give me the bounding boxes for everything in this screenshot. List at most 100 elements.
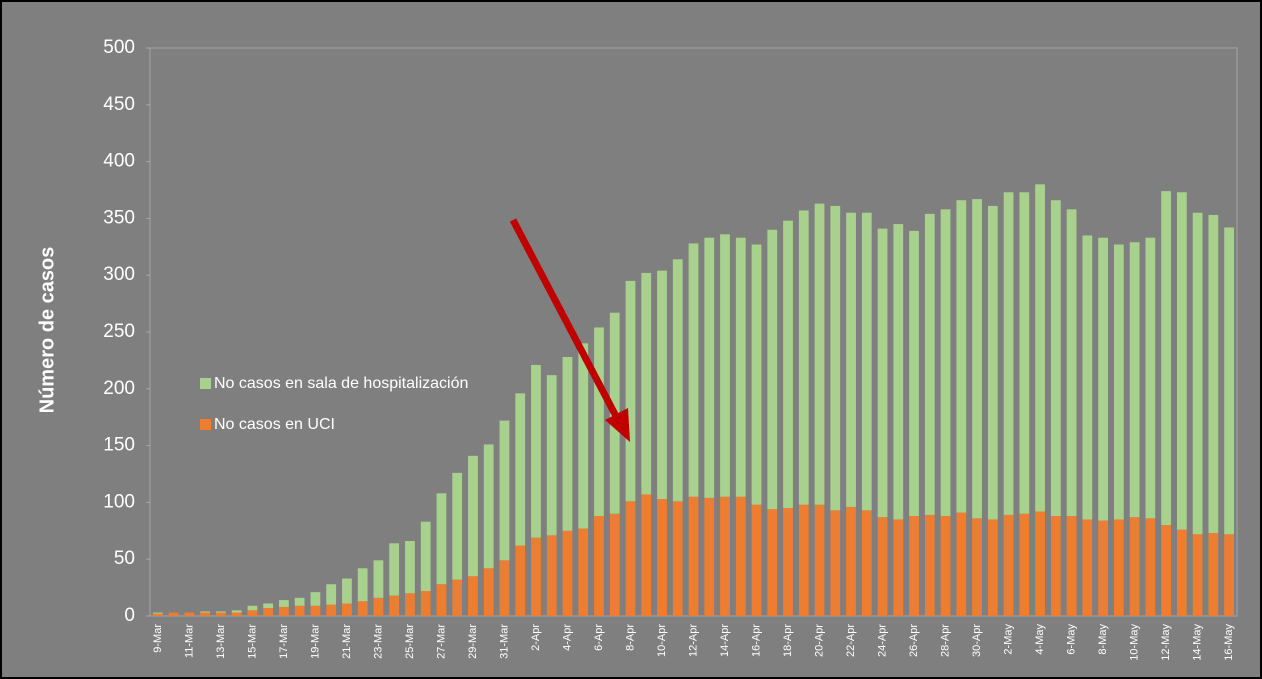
x-tick-label: 13-Mar (215, 624, 227, 659)
x-tick-label: 16-May (1223, 624, 1235, 661)
bar (216, 611, 226, 613)
y-tick-label: 300 (103, 264, 135, 285)
bar (1003, 514, 1014, 616)
bar (972, 199, 982, 519)
bar (420, 521, 431, 592)
bar (389, 543, 400, 596)
legend-swatch (200, 419, 211, 430)
x-tick-label: 19-Mar (309, 624, 321, 659)
arrow-shaft (509, 218, 622, 422)
bar (452, 579, 463, 616)
bar (688, 496, 699, 616)
bar (720, 496, 730, 616)
bar (783, 220, 793, 509)
bar (562, 356, 573, 531)
bar (1113, 244, 1124, 520)
legend-label: No casos en UCI (214, 416, 335, 433)
bar (420, 591, 431, 616)
bar (342, 603, 352, 616)
bar (483, 444, 494, 569)
bar (247, 605, 258, 611)
bar (1082, 519, 1093, 616)
bar (1145, 237, 1156, 519)
bar (1098, 520, 1108, 616)
bar (373, 597, 384, 616)
bar (814, 203, 825, 505)
bar (578, 528, 589, 616)
marks: 0 50 100 150 200 250 300 350 400 450 500 9-Mar 11-Ma… (103, 37, 1235, 661)
bar (1098, 237, 1108, 521)
y-tick-label: 250 (103, 321, 135, 342)
bar (641, 494, 652, 616)
x-tick-label: 25-Mar (404, 624, 416, 659)
bar (625, 501, 636, 616)
bar (531, 537, 541, 616)
bar (956, 512, 967, 616)
x-tick-label: 8-May (1097, 624, 1109, 655)
bar (1208, 533, 1219, 616)
bar (735, 496, 746, 616)
x-tick-label: 24-Apr (876, 624, 888, 657)
bar (546, 375, 557, 536)
x-tick-label: 6-May (1065, 624, 1077, 655)
legend-swatch (200, 378, 211, 389)
y-axis-label: Número de casos (36, 247, 58, 414)
bar (798, 504, 809, 616)
bar (1192, 212, 1203, 535)
bar (625, 280, 636, 502)
bar (216, 612, 226, 616)
bar (247, 610, 258, 616)
bar (1066, 516, 1077, 616)
bar (310, 605, 321, 616)
bar (909, 230, 919, 517)
bar (735, 237, 746, 497)
bar (987, 205, 998, 520)
bar (452, 472, 463, 580)
bar (389, 595, 400, 616)
arrow-head (605, 408, 630, 442)
bar (877, 228, 888, 518)
bar (1145, 518, 1156, 616)
bar (720, 234, 730, 497)
bar (1003, 192, 1014, 515)
bar (1161, 191, 1171, 526)
bar (783, 508, 793, 616)
x-tick-label: 12-Apr (687, 624, 699, 657)
y-tick-label: 400 (103, 151, 135, 172)
x-tick-label: 11-Mar (183, 624, 195, 658)
bar (499, 420, 510, 561)
bar (861, 510, 872, 616)
bar (814, 504, 825, 616)
bar (893, 224, 904, 520)
x-tick-label: 15-Mar (246, 624, 258, 659)
bar (1192, 534, 1203, 616)
bar (1129, 517, 1140, 616)
bar (152, 613, 163, 616)
x-tick-label: 28-Apr (939, 624, 951, 657)
x-tick-label: 8-Apr (624, 624, 636, 651)
y-tick-label: 50 (114, 548, 135, 569)
bar (924, 213, 935, 515)
bar (515, 545, 526, 616)
x-tick-label: 27-Mar (435, 624, 447, 659)
bar (1224, 227, 1235, 535)
bar (373, 560, 384, 598)
bar (1176, 529, 1187, 616)
y-tick-label: 200 (103, 378, 135, 399)
bar (1035, 184, 1045, 512)
bar (468, 576, 478, 616)
arrow (509, 218, 630, 442)
bar (956, 200, 967, 513)
bar (1176, 192, 1187, 530)
x-tick-label: 9-Mar (152, 624, 164, 653)
bar (342, 578, 352, 604)
bar (499, 560, 510, 616)
y-tick-label: 150 (103, 435, 135, 456)
bar (924, 514, 935, 616)
y-tick-label: 0 (124, 605, 135, 626)
bar (657, 498, 667, 616)
bar (231, 610, 242, 613)
bar (357, 601, 368, 616)
bar (546, 535, 557, 616)
bar (200, 611, 211, 613)
